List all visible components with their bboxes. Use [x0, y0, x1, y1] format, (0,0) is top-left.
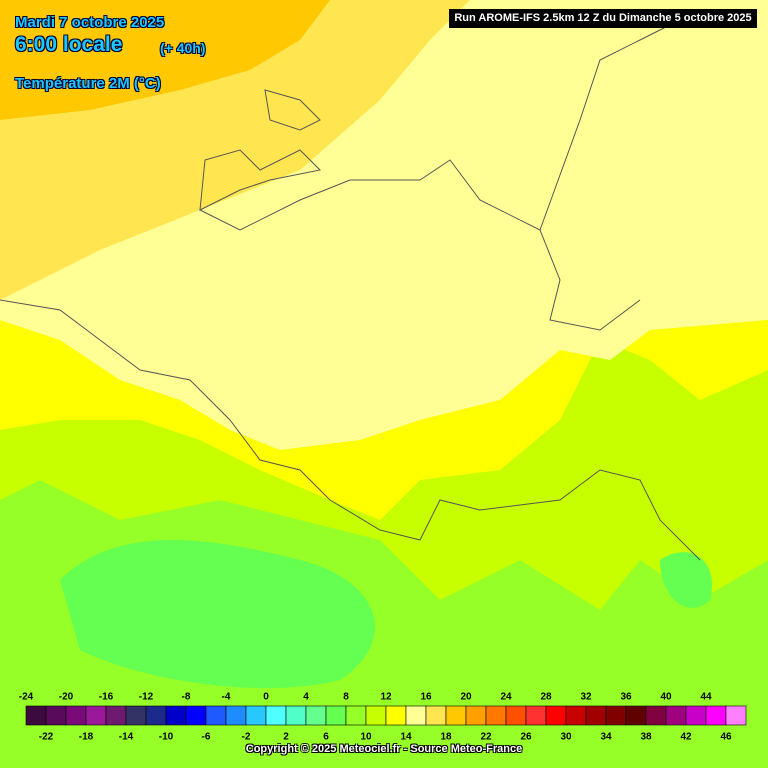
legend-label: 24	[500, 692, 512, 703]
legend-swatch	[385, 705, 407, 726]
legend-label: -2	[242, 732, 251, 743]
legend: -24-22-20-18-16-14-12-10-8-6-4-202468101…	[19, 692, 747, 743]
legend-swatch	[25, 705, 47, 726]
legend-label: 40	[660, 692, 672, 703]
zone-8	[60, 540, 375, 689]
legend-label: -8	[182, 692, 191, 703]
legend-swatch	[225, 705, 247, 726]
legend-swatch	[525, 705, 547, 726]
legend-label: 34	[600, 732, 612, 743]
legend-swatch	[85, 705, 107, 726]
legend-swatch	[65, 705, 87, 726]
legend-swatch	[145, 705, 167, 726]
legend-swatch	[185, 705, 207, 726]
legend-swatch	[605, 705, 627, 726]
legend-swatch	[725, 705, 747, 726]
legend-label: 42	[680, 732, 692, 743]
legend-label: 6	[323, 732, 329, 743]
legend-label: -18	[79, 732, 94, 743]
legend-swatch	[125, 705, 147, 726]
legend-swatch	[545, 705, 567, 726]
legend-swatch	[105, 705, 127, 726]
legend-label: 8	[343, 692, 349, 703]
border	[0, 299, 701, 561]
legend-swatch	[625, 705, 647, 726]
legend-label: 12	[380, 692, 392, 703]
legend-label: 36	[620, 692, 632, 703]
legend-swatch	[585, 705, 607, 726]
legend-swatch	[565, 705, 587, 726]
legend-label: 32	[580, 692, 592, 703]
legend-label: -14	[119, 732, 134, 743]
zone-18	[0, 0, 330, 120]
legend-swatch	[285, 705, 307, 726]
legend-swatch	[205, 705, 227, 726]
zone-8	[660, 552, 712, 608]
legend-swatch	[645, 705, 667, 726]
legend-swatch	[445, 705, 467, 726]
legend-label: 20	[460, 692, 472, 703]
border	[199, 19, 681, 331]
legend-label: -4	[222, 692, 231, 703]
variable: Température 2M (°C)	[15, 75, 161, 92]
legend-swatch	[365, 705, 387, 726]
legend-swatch	[305, 705, 327, 726]
coast	[199, 89, 322, 211]
legend-swatch	[465, 705, 487, 726]
legend-swatch	[485, 705, 507, 726]
legend-swatch	[345, 705, 367, 726]
legend-label: 2	[283, 732, 289, 743]
legend-label: -16	[99, 692, 114, 703]
legend-swatch	[425, 705, 447, 726]
legend-swatch	[665, 705, 687, 726]
legend-swatch	[265, 705, 287, 726]
legend-label: 44	[700, 692, 712, 703]
legend-label: 4	[303, 692, 309, 703]
legend-label: 46	[720, 732, 732, 743]
legend-label: 38	[640, 732, 652, 743]
run-info: Run AROME-IFS 2.5km 12 Z du Dimanche 5 o…	[449, 9, 757, 28]
legend-swatch	[245, 705, 267, 726]
time: 6:00 locale	[15, 33, 123, 56]
legend-label: 30	[560, 732, 572, 743]
legend-label: 16	[420, 692, 432, 703]
legend-label: 18	[440, 732, 452, 743]
legend-swatch	[325, 705, 347, 726]
legend-label: -10	[159, 732, 174, 743]
legend-label: 28	[540, 692, 552, 703]
legend-label: -20	[59, 692, 74, 703]
date: Mardi 7 octobre 2025	[15, 14, 165, 31]
legend-label: -12	[139, 692, 154, 703]
legend-label: 0	[263, 692, 269, 703]
legend-swatch	[705, 705, 727, 726]
legend-swatch	[685, 705, 707, 726]
legend-swatch	[165, 705, 187, 726]
legend-label: 10	[360, 732, 372, 743]
legend-swatch	[505, 705, 527, 726]
lead: (+ 40h)	[160, 40, 206, 56]
legend-label: 22	[480, 732, 492, 743]
copyright: Copyright © 2025 Meteociel.fr - Source M…	[245, 743, 523, 755]
legend-label: 14	[400, 732, 412, 743]
legend-label: -6	[202, 732, 211, 743]
legend-swatch	[405, 705, 427, 726]
legend-label: 26	[520, 732, 532, 743]
legend-swatch	[45, 705, 67, 726]
legend-label: -22	[39, 732, 54, 743]
legend-label: -24	[19, 692, 34, 703]
